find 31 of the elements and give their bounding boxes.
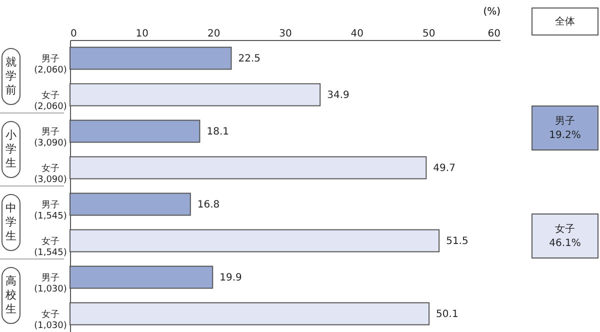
text: 小学生 bbox=[6, 128, 16, 170]
text: 女子 46.1% bbox=[549, 223, 581, 249]
x-tick-label: 50 bbox=[422, 28, 436, 40]
y-tick-label: 男子 (1,030) bbox=[34, 272, 67, 294]
data-label: 16.8 bbox=[197, 199, 220, 210]
x-tick-label: 0 bbox=[70, 28, 77, 40]
x-tick-label: 60 bbox=[488, 28, 500, 40]
y-tick-label: 女子 (2,060) bbox=[34, 90, 67, 112]
text: 高校生 bbox=[4, 274, 16, 316]
x-tick-label: 40 bbox=[350, 28, 364, 40]
text: 中学生 bbox=[6, 202, 16, 242]
text: 男子 19.2% bbox=[549, 116, 581, 141]
text: 就学前 bbox=[6, 56, 16, 96]
y-tick-label: 男子 (2,060) bbox=[34, 53, 67, 76]
y-tick-label: 女子 (1,545) bbox=[34, 236, 67, 258]
data-label: 22.5 bbox=[238, 53, 261, 64]
y-tick-label: 男子 (1,545) bbox=[34, 199, 67, 222]
data-label: 18.1 bbox=[206, 126, 229, 138]
y-tick-label: 男子 (3,090) bbox=[34, 126, 67, 148]
y-tick-label: 女子 (3,090) bbox=[34, 162, 67, 185]
x-tick-label: 10 bbox=[136, 28, 149, 40]
x-tick-label: 30 bbox=[279, 28, 292, 40]
data-label: 49.7 bbox=[433, 162, 456, 174]
y-tick-label: 女子 (1,030) bbox=[34, 308, 67, 331]
data-label: 51.5 bbox=[446, 236, 468, 247]
text: 全体 bbox=[555, 16, 575, 28]
data-label: 34.9 bbox=[327, 90, 350, 101]
data-label: 19.9 bbox=[220, 272, 242, 284]
data-label: 50.1 bbox=[436, 308, 458, 320]
x-axis-title: (%) bbox=[483, 6, 501, 18]
x-tick-label: 20 bbox=[207, 28, 220, 40]
